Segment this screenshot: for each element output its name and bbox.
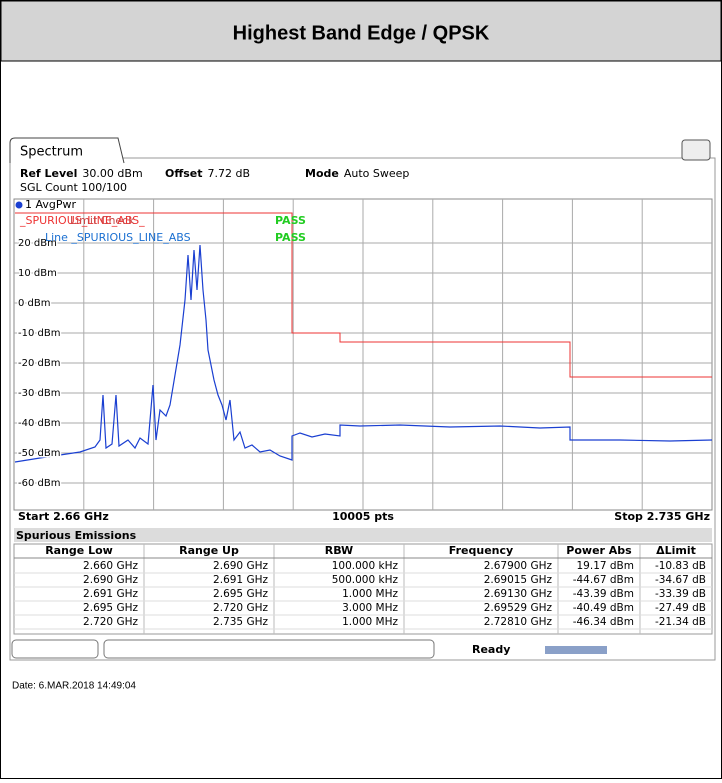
cell: 2.67900 GHz — [484, 560, 553, 572]
y-label: -60 dBm — [18, 478, 60, 489]
cell: 2.691 GHz — [83, 588, 138, 600]
cell: 2.690 GHz — [83, 574, 138, 586]
date: Date: 6.MAR.2018 14:49:04 — [12, 681, 136, 692]
y-label: -10 dBm — [18, 328, 60, 339]
menu-button[interactable] — [681, 139, 711, 161]
tab-label[interactable]: Spectrum — [20, 145, 83, 160]
y-label: 10 dBm — [18, 268, 57, 279]
column-header: Range Low — [45, 544, 113, 557]
cell: 2.69130 GHz — [484, 588, 553, 600]
cell: 2.72810 GHz — [484, 616, 553, 628]
status-field — [103, 639, 435, 659]
setting-label: Mode — [305, 167, 339, 180]
setting-label: Ref Level — [20, 167, 77, 180]
cell: -43.39 dBm — [573, 588, 634, 600]
y-label: -20 dBm — [18, 358, 60, 369]
footer-stop: Stop 2.735 GHz — [614, 510, 710, 523]
cell: 3.000 MHz — [342, 602, 398, 614]
trace — [14, 244, 713, 463]
column-header: Frequency — [449, 544, 513, 557]
cell: 2.691 GHz — [213, 574, 268, 586]
cell: 2.720 GHz — [83, 616, 138, 628]
status-field — [11, 639, 99, 659]
limit-status: PASS — [275, 231, 306, 244]
y-label: 20 dBm — [18, 238, 57, 249]
cell: -21.34 dB — [655, 616, 706, 628]
cell: -46.34 dBm — [573, 616, 634, 628]
limit-status: PASS — [275, 214, 306, 227]
status: Ready — [472, 643, 510, 656]
table-body — [13, 543, 713, 635]
cell: 2.695 GHz — [83, 602, 138, 614]
cell: 2.720 GHz — [213, 602, 268, 614]
limit-name: _SPURIOUS_LINE_ABS_ — [19, 214, 145, 227]
limit-check: Line _SPURIOUS_LINE_ABS — [45, 231, 191, 244]
cell: 2.69529 GHz — [484, 602, 553, 614]
cell: -33.39 dB — [655, 588, 706, 600]
cell: -44.67 dBm — [573, 574, 634, 586]
cell: 2.69015 GHz — [484, 574, 553, 586]
limit-check: Limit Check — [70, 214, 135, 227]
header-title: Highest Band Edge / QPSK — [233, 22, 490, 44]
trace-label: 1 AvgPwr — [25, 198, 76, 211]
setting-value: Auto Sweep — [344, 167, 410, 180]
progress — [545, 646, 607, 654]
trace-dot — [15, 201, 23, 209]
footer-start: Start 2.66 GHz — [18, 510, 109, 523]
column-header: RBW — [325, 544, 353, 557]
column-header: ΔLimit — [656, 544, 696, 557]
setting-value: 7.72 dB — [208, 167, 251, 180]
table-title-bar — [14, 528, 712, 542]
setting-value: 30.00 dBm — [82, 167, 142, 180]
column-header: Range Up — [179, 544, 239, 557]
cell: -27.49 dB — [655, 602, 706, 614]
footer-points: 10005 pts — [332, 510, 394, 523]
table-title: Spurious Emissions — [16, 529, 137, 542]
cell: 100.000 kHz — [332, 560, 399, 572]
cell: 1.000 MHz — [342, 588, 398, 600]
setting-label: Offset — [165, 167, 203, 180]
cell: 19.17 dBm — [577, 560, 635, 572]
column-header: Power Abs — [566, 544, 632, 557]
cell: 2.660 GHz — [83, 560, 138, 572]
header-bar — [0, 0, 722, 62]
cell: 2.695 GHz — [213, 588, 268, 600]
limit-line — [15, 212, 712, 378]
cell: 1.000 MHz — [342, 616, 398, 628]
cell: -34.67 dB — [655, 574, 706, 586]
tab[interactable] — [9, 137, 125, 164]
cell: 2.690 GHz — [213, 560, 268, 572]
y-label: -50 dBm — [18, 448, 60, 459]
y-label: -40 dBm — [18, 418, 60, 429]
y-label: 0 dBm — [18, 298, 51, 309]
sgl-count: SGL Count 100/100 — [20, 181, 127, 194]
cell: 500.000 kHz — [332, 574, 399, 586]
cell: -10.83 dB — [655, 560, 706, 572]
cell: 2.735 GHz — [213, 616, 268, 628]
y-label: -30 dBm — [18, 388, 60, 399]
cell: -40.49 dBm — [573, 602, 634, 614]
